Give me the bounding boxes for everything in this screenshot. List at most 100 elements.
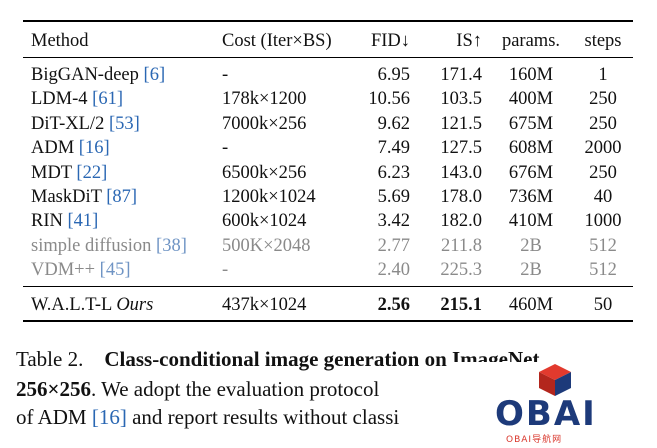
table-row: MDT [22] 6500k×256 6.23 143.0 676M 250	[0, 161, 657, 185]
cell-fid: 5.69	[377, 187, 410, 207]
cell-fid: 2.40	[377, 260, 410, 281]
method-name: simple diffusion	[31, 235, 152, 256]
cell-is: 225.3	[440, 260, 482, 281]
cell-params: 410M	[508, 211, 554, 232]
cell-params: 608M	[508, 138, 554, 159]
citation-link[interactable]: [41]	[67, 211, 99, 232]
ours-rule	[23, 286, 633, 287]
cell-is: 143.0	[440, 162, 482, 183]
cell-fid: 6.95	[377, 65, 410, 85]
cell-steps: 512	[589, 260, 617, 281]
caption-line-1: Table 2. Class-conditional image generat…	[16, 345, 539, 373]
table-row: simple diffusion [38] 500K×2048 2.77 211.8 2…	[0, 234, 657, 258]
caption-line-3: of ADM [16] and report results without c…	[16, 403, 399, 431]
method-name: MDT	[31, 162, 72, 183]
header-cost: Cost (Iter×BS)	[222, 31, 332, 51]
cell-fid: 6.23	[377, 162, 410, 183]
ours-fid: 2.56	[377, 295, 410, 315]
table-row-ours: W.A.L.T-L Ours 437k×1024 2.56 215.1 460M…	[0, 293, 657, 317]
cell-params: 2B	[520, 260, 542, 281]
cell-steps: 250	[589, 113, 617, 134]
cell-cost: 7000k×256	[222, 113, 307, 134]
cell-cost: 178k×1200	[222, 89, 307, 110]
ours-steps: 50	[593, 295, 613, 315]
table-row: LDM-4 [61] 178k×1200 10.56 103.5 400M 250	[0, 87, 657, 111]
cell-method: VDM++ [45]	[31, 258, 131, 282]
bottom-rule	[23, 320, 633, 322]
citation-link[interactable]: [61]	[92, 89, 123, 110]
method-name: MaskDiT	[31, 187, 102, 207]
citation-link[interactable]: [22]	[76, 162, 108, 183]
citation-link[interactable]: [16]	[78, 138, 110, 159]
caption-size: 256×256	[16, 377, 91, 401]
caption-cite[interactable]: [16]	[91, 405, 127, 429]
caption-label: Table 2.	[16, 347, 84, 371]
header-method: Method	[31, 31, 89, 51]
cell-is: 121.5	[440, 113, 482, 134]
cell-fid: 7.49	[377, 138, 410, 159]
header-steps: steps	[584, 31, 622, 51]
header-rule	[23, 57, 633, 58]
cell-steps: 250	[589, 89, 617, 110]
citation-link[interactable]: [6]	[143, 65, 166, 85]
cell-cost: 1200k×1024	[222, 187, 316, 207]
citation-link[interactable]: [53]	[108, 113, 140, 134]
cell-steps: 250	[589, 162, 617, 183]
citation-link[interactable]: [45]	[99, 260, 131, 281]
cell-method: simple diffusion [38]	[31, 234, 187, 258]
cell-fid: 10.56	[368, 89, 410, 110]
method-name: RIN	[31, 211, 63, 232]
watermark-brand: OBAI	[495, 394, 597, 434]
citation-link[interactable]: [38]	[156, 235, 187, 256]
cell-fid: 9.62	[377, 113, 410, 134]
table-row: VDM++ [45] - 2.40 225.3 2B 512	[0, 258, 657, 282]
table-row: RIN [41] 600k×1024 3.42 182.0 410M 1000	[0, 209, 657, 233]
watermark-subtitle: OBAI导航网	[506, 435, 563, 445]
caption-line3-b: and report results without classi	[126, 405, 400, 429]
cell-cost: 6500k×256	[222, 162, 307, 183]
cell-steps: 512	[589, 235, 617, 256]
header-fid: FID↓	[370, 31, 410, 51]
cell-steps: 40	[593, 187, 613, 207]
cell-is: 171.4	[440, 65, 482, 85]
method-name: LDM-4	[31, 89, 88, 110]
cell-method: DiT-XL/2 [53]	[31, 112, 140, 136]
cell-method: BigGAN-deep [6]	[31, 63, 165, 87]
method-name: DiT-XL/2	[31, 113, 105, 134]
cell-fid: 3.42	[377, 211, 410, 232]
top-rule	[23, 20, 633, 22]
header-params: params.	[501, 31, 561, 51]
cell-method: ADM [16]	[31, 136, 110, 160]
cell-is: 182.0	[440, 211, 482, 232]
cell-is: 178.0	[440, 187, 482, 207]
cell-steps: 1000	[584, 211, 622, 232]
ours-is: 215.1	[440, 295, 482, 315]
cell-is: 103.5	[440, 89, 482, 110]
cell-fid: 2.77	[377, 235, 410, 256]
table-row: ADM [16] - 7.49 127.5 608M 2000	[0, 136, 657, 160]
cell-method: MDT [22]	[31, 161, 107, 185]
caption-line3-a: of ADM	[16, 405, 92, 429]
cell-cost: -	[222, 260, 229, 281]
citation-link[interactable]: [87]	[106, 187, 138, 207]
cell-is: 127.5	[440, 138, 482, 159]
cell-is: 211.8	[441, 235, 482, 256]
cell-cost: 500K×2048	[222, 235, 311, 256]
ours-method: W.A.L.T-L Ours	[31, 293, 153, 317]
cell-cost: 600k×1024	[222, 211, 307, 232]
caption-line-2: 256×256. We adopt the evaluation protoco…	[16, 375, 379, 403]
cell-method: LDM-4 [61]	[31, 87, 123, 111]
cell-steps: 2000	[584, 138, 622, 159]
table-header: Method Cost (Iter×BS) FID↓ IS↑ params. s…	[0, 29, 657, 53]
method-name: ADM	[31, 138, 75, 159]
cell-method: MaskDiT [87]	[31, 185, 137, 209]
cell-params: 675M	[508, 113, 554, 134]
ours-params: 460M	[508, 295, 554, 315]
method-name: VDM++	[31, 260, 96, 281]
cell-params: 400M	[508, 89, 554, 110]
method-name: BigGAN-deep	[31, 65, 139, 85]
cell-params: 676M	[508, 162, 554, 183]
table-row: DiT-XL/2 [53] 7000k×256 9.62 121.5 675M 250	[0, 112, 657, 136]
table-row: MaskDiT [87] 1200k×1024 5.69 178.0 736M 40	[0, 185, 657, 209]
cell-params: 160M	[508, 65, 554, 85]
